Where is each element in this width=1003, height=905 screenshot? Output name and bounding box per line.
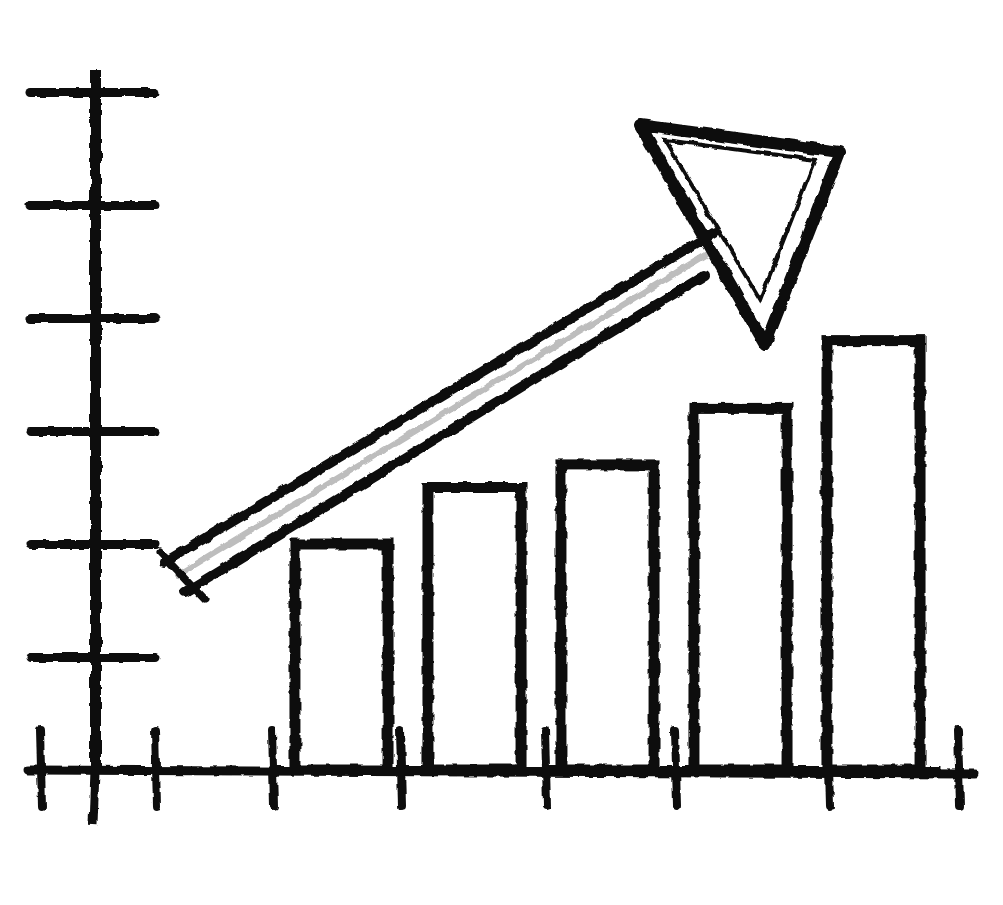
y-tick bbox=[30, 657, 155, 658]
bar bbox=[428, 488, 521, 771]
y-tick-mark bbox=[30, 540, 155, 549]
y-tick bbox=[30, 318, 155, 319]
arrow-head-inner bbox=[665, 140, 815, 300]
baseline bbox=[28, 770, 975, 774]
x-axis-line bbox=[276, 766, 941, 775]
y-axis bbox=[30, 70, 155, 771]
axis-stub bbox=[93, 770, 95, 825]
y-tick-mark bbox=[30, 201, 155, 210]
arrow-shade bbox=[178, 252, 710, 575]
x-axis bbox=[276, 770, 941, 772]
sketch-tick bbox=[40, 730, 42, 806]
bar bbox=[694, 408, 787, 770]
y-tick bbox=[30, 544, 155, 545]
arrow-edge bbox=[165, 232, 715, 562]
arrow-tail bbox=[160, 552, 205, 600]
sketch-tick bbox=[272, 730, 274, 806]
arrow-edge bbox=[185, 275, 705, 592]
sketch-tick bbox=[155, 730, 157, 806]
y-axis-line bbox=[90, 70, 101, 771]
bar bbox=[561, 465, 654, 770]
bars bbox=[295, 341, 920, 770]
sketch-tick bbox=[958, 730, 960, 806]
bar bbox=[827, 341, 920, 770]
y-tick-mark bbox=[30, 653, 155, 662]
bar bbox=[295, 544, 388, 770]
y-tick-mark bbox=[30, 88, 155, 97]
y-tick bbox=[30, 431, 155, 432]
y-tick bbox=[30, 92, 155, 93]
trend-arrow bbox=[160, 125, 840, 600]
y-tick-mark bbox=[30, 427, 155, 436]
y-tick bbox=[30, 205, 155, 206]
plot bbox=[28, 70, 975, 825]
chart bbox=[0, 0, 1003, 905]
arrow-head bbox=[640, 125, 840, 345]
y-tick-mark bbox=[30, 314, 155, 323]
